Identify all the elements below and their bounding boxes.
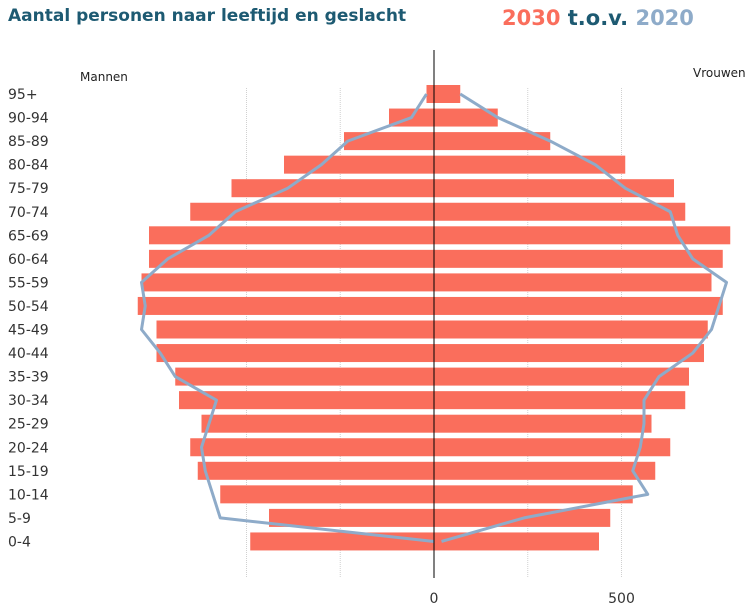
line-2020-men xyxy=(140,93,435,543)
x-tick-label: 500 xyxy=(608,591,635,607)
x-tick-label: 0 xyxy=(430,591,439,607)
bar-women-75-79 xyxy=(434,179,674,198)
age-label: 65-69 xyxy=(8,228,49,244)
chart-legend: 2030 t.o.v. 2020 xyxy=(502,6,694,30)
age-labels: 0-4 5-9 10-14 15-19 20-24 25-29 30-34 35-39 40-4… xyxy=(8,87,49,550)
age-label: 75-79 xyxy=(8,181,49,197)
age-label: 20-24 xyxy=(8,440,49,456)
bar-men-55-59 xyxy=(141,273,434,292)
bar-women-90-94 xyxy=(434,108,498,127)
legend-2030: 2030 xyxy=(502,6,561,30)
bar-women-65-69 xyxy=(434,226,731,245)
age-label: 30-34 xyxy=(8,393,49,409)
line-2020-women xyxy=(441,92,728,543)
bar-women-85-89 xyxy=(434,132,551,151)
bar-men-10-14 xyxy=(220,485,434,504)
bar-women-60-64 xyxy=(434,249,723,268)
label-mannen: Mannen xyxy=(80,70,128,84)
bar-women-25-29 xyxy=(434,414,652,433)
age-label: 90-94 xyxy=(8,111,49,127)
age-label: 45-49 xyxy=(8,323,49,339)
label-vrouwen: Vrouwen xyxy=(693,66,746,80)
bar-men-30-34 xyxy=(179,391,434,410)
bar-women-30-34 xyxy=(434,391,686,410)
bar-women-50-54 xyxy=(434,296,723,315)
bar-men-65-69 xyxy=(149,226,434,245)
bar-men-25-29 xyxy=(201,414,434,433)
age-label: 70-74 xyxy=(8,205,49,221)
age-label: 60-64 xyxy=(8,252,49,268)
bar-women-70-74 xyxy=(434,202,686,221)
bar-women-15-19 xyxy=(434,461,656,480)
bar-men-15-19 xyxy=(197,461,434,480)
bar-women-95+ xyxy=(434,85,461,103)
bar-men-75-79 xyxy=(231,179,434,198)
bar-women-35-39 xyxy=(434,367,689,386)
age-label: 50-54 xyxy=(8,299,49,315)
line-2020 xyxy=(140,92,728,543)
age-label: 35-39 xyxy=(8,370,49,386)
bar-men-40-44 xyxy=(156,344,434,363)
age-label: 55-59 xyxy=(8,275,49,291)
bar-men-95+ xyxy=(426,85,434,103)
bar-men-45-49 xyxy=(156,320,434,339)
age-label: 0-4 xyxy=(8,534,31,550)
bar-men-85-89 xyxy=(344,132,434,151)
bar-men-50-54 xyxy=(137,296,434,315)
bar-women-45-49 xyxy=(434,320,708,339)
age-label: 95+ xyxy=(8,87,38,103)
bar-women-10-14 xyxy=(434,485,633,504)
bar-men-70-74 xyxy=(190,202,434,221)
legend-2020: 2020 xyxy=(635,6,694,30)
bar-women-20-24 xyxy=(434,438,671,457)
age-label: 10-14 xyxy=(8,487,49,503)
bar-women-55-59 xyxy=(434,273,712,292)
bar-men-60-64 xyxy=(149,249,434,268)
bar-women-80-84 xyxy=(434,155,626,174)
age-label: 85-89 xyxy=(8,134,49,150)
age-label: 15-19 xyxy=(8,464,49,480)
bar-men-35-39 xyxy=(175,367,434,386)
age-label: 5-9 xyxy=(8,511,31,527)
bar-men-5-9 xyxy=(269,508,434,527)
age-label: 25-29 xyxy=(8,417,49,433)
bar-men-20-24 xyxy=(190,438,434,457)
legend-tov: t.o.v. xyxy=(567,6,629,30)
bar-women-0-4 xyxy=(434,532,599,551)
age-label: 80-84 xyxy=(8,158,49,174)
age-label: 40-44 xyxy=(8,346,49,362)
bar-men-80-84 xyxy=(284,155,434,174)
chart-title: Aantal personen naar leeftijd en geslach… xyxy=(8,6,407,26)
x-tick-labels: 0 500 xyxy=(430,591,635,607)
bar-men-0-4 xyxy=(250,532,434,551)
bar-women-40-44 xyxy=(434,344,704,363)
